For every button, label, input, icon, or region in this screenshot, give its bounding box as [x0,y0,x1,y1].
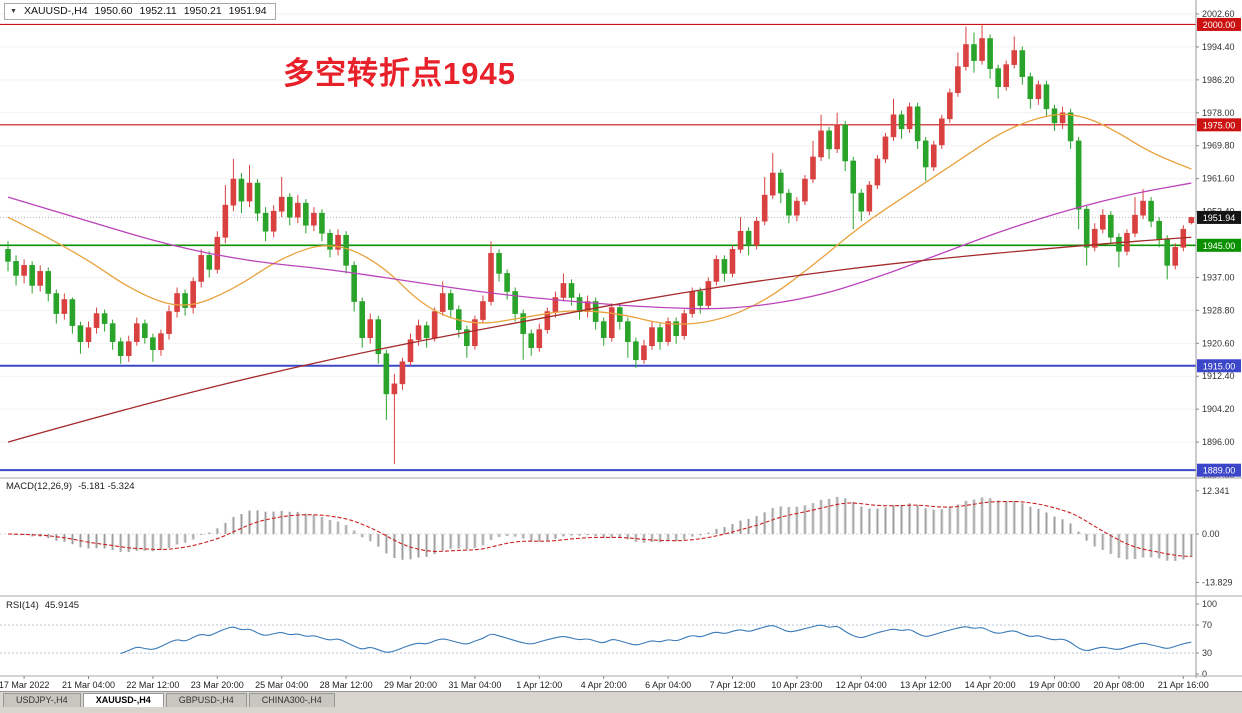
chart-info-box[interactable]: ▼ XAUUSD-,H4 1950.60 1952.11 1950.21 195… [4,3,276,20]
rsi-line [120,624,1192,655]
rsi-value: 45.9145 [44,600,80,611]
price-badge-label: 1889.00 [1203,466,1236,476]
time-tick-label: 23 Mar 20:00 [191,680,244,690]
price-tick-label: 1920.60 [1202,338,1235,348]
macd-name: MACD(12,26,9) [6,481,72,492]
time-tick-label: 1 Apr 12:00 [516,680,562,690]
chart-tab[interactable]: GBPUSD-,H4 [165,693,247,707]
price-tick-label: 2002.60 [1202,9,1235,19]
price-badge [1197,17,1241,31]
time-tick-label: 14 Apr 20:00 [965,680,1016,690]
ma-slow [7,236,1192,443]
moving-averages [7,113,1192,443]
price-badge-label: 1945.00 [1203,241,1236,251]
time-tick-label: 22 Mar 12:00 [126,680,179,690]
price-tick-label: 1986.20 [1202,75,1235,85]
time-axis: 17 Mar 2022 21 Mar 04:00 22 Mar 12:00 23 Ma… [0,676,1209,690]
rsi-panel [0,624,1196,655]
price-tick-label: 1937.00 [1202,272,1235,282]
time-tick-label: 7 Apr 12:00 [709,680,755,690]
time-tick-label: 13 Apr 12:00 [900,680,951,690]
time-tick-label: 21 Apr 16:00 [1158,680,1209,690]
macd-indicator-label: MACD(12,26,9) -5.181 -5.324 [6,481,135,492]
price-badge [1197,359,1241,373]
price-badge-label: 1951.94 [1203,213,1236,223]
price-gridlines [0,13,1196,476]
horizontal-level-lines [0,23,1196,472]
time-tick-label: 10 Apr 23:00 [771,680,822,690]
macd-tick-label: 12.341 [1202,486,1230,496]
ohlc-open: 1950.60 [94,5,133,17]
time-tick-label: 21 Mar 04:00 [62,680,115,690]
rsi-tick-label: 0 [1202,669,1207,679]
chart-dropdown-icon[interactable]: ▼ [10,8,17,15]
rsi-indicator-label: RSI(14) 45.9145 [6,600,79,611]
macd-tick-label: 0.00 [1202,529,1220,539]
price-badge [1197,463,1241,477]
chart-tab-bar: USDJPY-,H4 XAUUSD-,H4 GBPUSD-,H4 CHINA30… [0,691,1242,713]
rsi-tick-label: 100 [1202,599,1217,609]
time-tick-label: 6 Apr 04:00 [645,680,691,690]
time-tick-label: 17 Mar 2022 [0,680,49,690]
time-tick-label: 20 Apr 08:00 [1093,680,1144,690]
chart-symbol-label: XAUUSD-,H4 [23,5,88,17]
macd-tick-label: -13.829 [1202,577,1233,587]
price-tick-label: 1978.00 [1202,108,1235,118]
chart-tab-active[interactable]: XAUUSD-,H4 [82,693,164,707]
price-tick-label: 1896.00 [1202,437,1235,447]
time-tick-label: 25 Mar 04:00 [255,680,308,690]
time-tick-label: 28 Mar 12:00 [320,680,373,690]
price-tick-label: 1994.40 [1202,42,1235,52]
price-tick-label: 1969.80 [1202,141,1235,151]
candles [5,25,1195,465]
ma-fast [7,113,1192,325]
price-badge [1197,118,1241,132]
chart-annotation: 多空转折点1945 [283,56,516,91]
macd-signal-line [7,500,1192,557]
price-badge-label: 1915.00 [1203,361,1236,371]
price-badge-label: 2000.00 [1203,20,1236,30]
chart-tab[interactable]: CHINA300-,H4 [248,693,335,707]
time-tick-label: 29 Mar 20:00 [384,680,437,690]
price-axis: 2002.60 1994.40 1986.20 1978.00 1969.80 1961.… [1195,0,1242,699]
time-tick-label: 12 Apr 04:00 [836,680,887,690]
ohlc-high: 1952.11 [139,5,177,17]
time-tick-label: 4 Apr 20:00 [581,680,627,690]
price-badge-label: 1975.00 [1203,120,1236,130]
price-tick-label: 1961.60 [1202,174,1235,184]
macd-panel [0,496,1196,561]
price-badge [1197,210,1241,224]
rsi-name: RSI(14) [6,600,39,611]
rsi-tick-label: 70 [1202,620,1212,630]
chart-tab[interactable]: USDJPY-,H4 [3,693,81,707]
price-tick-label: 1904.20 [1202,404,1235,414]
rsi-tick-label: 30 [1202,648,1212,658]
time-tick-label: 31 Mar 04:00 [448,680,501,690]
ohlc-close: 1951.94 [228,5,267,17]
price-tick-label: 1912.40 [1202,371,1235,381]
price-tick-label: 1928.80 [1202,305,1235,315]
ohlc-low: 1950.21 [183,5,222,17]
time-tick-label: 19 Apr 00:00 [1029,680,1080,690]
price-badge [1197,238,1241,252]
macd-values: -5.181 -5.324 [78,481,135,492]
